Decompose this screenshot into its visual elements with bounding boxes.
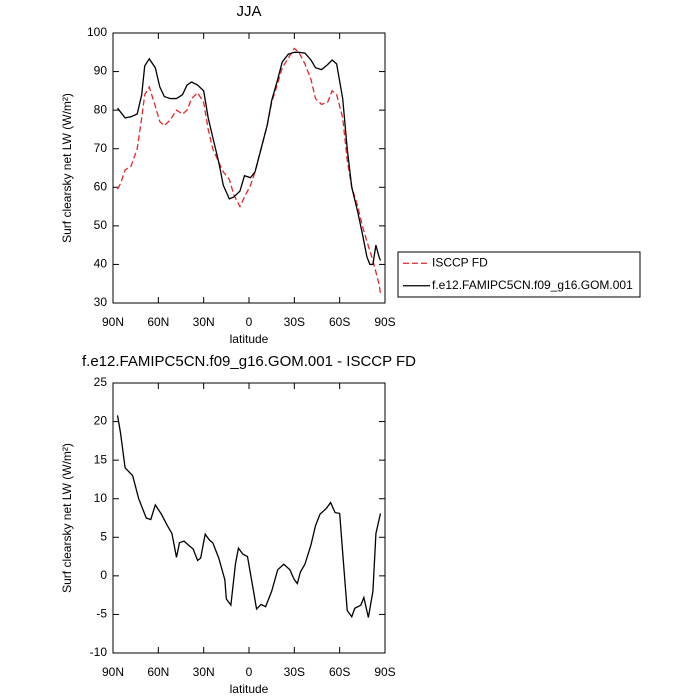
x-tick-label: 60S	[329, 315, 350, 329]
legend-label: f.e12.FAMIPC5CN.f09_g16.GOM.001	[432, 278, 633, 292]
data-line	[116, 47, 382, 294]
x-tick-label: 60N	[147, 665, 169, 679]
y-tick-label: 90	[94, 64, 108, 78]
data-line	[117, 51, 382, 266]
y-tick-label: 0	[100, 568, 107, 582]
x-tick-label: 0	[246, 665, 253, 679]
plot: JJA latitude Surf clearsky net LW (W/m²) 30…	[60, 3, 641, 346]
y-tick-label: 30	[94, 295, 108, 309]
legend-label: ISCCP FD	[432, 255, 488, 269]
x-axis-label: latitude	[230, 332, 269, 346]
y-tick-label: 50	[94, 218, 108, 232]
y-axis-label: Surf clearsky net LW (W/m²)	[60, 443, 74, 593]
data-line	[116, 415, 382, 619]
x-tick-label: 90S	[374, 315, 395, 329]
y-tick-label: 100	[87, 25, 107, 39]
y-tick-label: 20	[94, 414, 108, 428]
chart-title: JJA	[236, 3, 261, 20]
x-tick-label: 90N	[102, 315, 124, 329]
y-tick-label: -10	[90, 645, 108, 659]
y-tick-label: 25	[94, 375, 108, 389]
x-tick-label: 90N	[102, 665, 124, 679]
x-tick-label: 0	[246, 315, 253, 329]
x-tick-label: 30S	[284, 665, 305, 679]
x-tick-label: 60N	[147, 315, 169, 329]
x-tick-label: 30N	[193, 665, 215, 679]
chart-title: f.e12.FAMIPC5CN.f09_g16.GOM.001 - ISCCP …	[82, 353, 416, 370]
y-tick-label: 70	[94, 141, 108, 155]
y-tick-label: 40	[94, 257, 108, 271]
y-tick-label: -5	[96, 607, 107, 621]
y-tick-label: 15	[94, 452, 108, 466]
y-tick-label: 10	[94, 491, 108, 505]
plot: f.e12.FAMIPC5CN.f09_g16.GOM.001 - ISCCP …	[60, 353, 416, 696]
legend-box	[397, 251, 641, 298]
plot-frame	[112, 382, 386, 654]
x-axis-label: latitude	[230, 682, 269, 696]
y-tick-label: 80	[94, 102, 108, 116]
x-tick-label: 60S	[329, 665, 350, 679]
x-tick-label: 30N	[193, 315, 215, 329]
y-tick-label: 5	[100, 529, 107, 543]
x-tick-label: 90S	[374, 665, 395, 679]
plot-frame	[112, 32, 386, 304]
y-axis-label: Surf clearsky net LW (W/m²)	[60, 93, 74, 243]
y-tick-label: 60	[94, 179, 108, 193]
x-tick-label: 30S	[284, 315, 305, 329]
